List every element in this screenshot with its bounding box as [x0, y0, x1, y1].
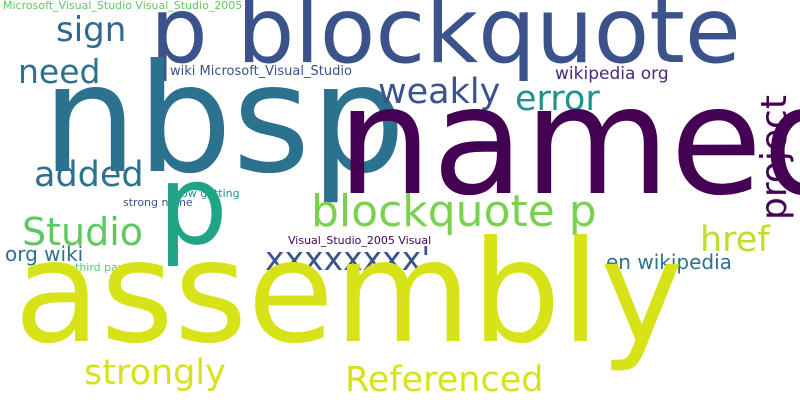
word-named: named: [337, 55, 800, 229]
word-p-blockquote: p blockquote: [150, 0, 741, 84]
word-need: need: [18, 52, 101, 91]
word-referenced: Referenced: [345, 360, 544, 400]
word-strongly: strongly: [84, 353, 226, 393]
word-now-getting: now getting: [174, 187, 240, 200]
word-error: error: [515, 79, 600, 119]
word-third-party: third party: [75, 261, 134, 274]
word-weakly: weakly: [378, 72, 501, 112]
word-project: project: [754, 95, 795, 220]
word-wiki-microsoft-visual-studio: wiki Microsoft_Visual_Studio: [170, 64, 352, 79]
word-href: href: [700, 220, 770, 260]
word-en-wikipedia: en wikipedia: [606, 250, 732, 274]
word-assembly: assembly: [14, 211, 684, 375]
word-nbsp: nbsp: [42, 33, 406, 207]
word-wikipedia-org: wikipedia org: [555, 64, 669, 84]
word-sign: sign: [56, 10, 127, 50]
word-studio: Studio: [22, 210, 144, 254]
word-strong-name: strong name: [123, 196, 193, 209]
word-p: p: [158, 141, 228, 269]
word-blockquote-p: blockquote p: [311, 186, 597, 237]
word-org-wiki: org wiki: [5, 242, 84, 266]
word-microsoft-visual-studio-visual-studio-2005: Microsoft_Visual_Studio Visual_Studio_20…: [3, 0, 243, 12]
word-visual-studio-2005-visual: Visual_Studio_2005 Visual: [288, 234, 432, 247]
word-added: added: [34, 155, 144, 195]
word-xxxxxxxx: xxxxxxxx': [265, 239, 431, 278]
